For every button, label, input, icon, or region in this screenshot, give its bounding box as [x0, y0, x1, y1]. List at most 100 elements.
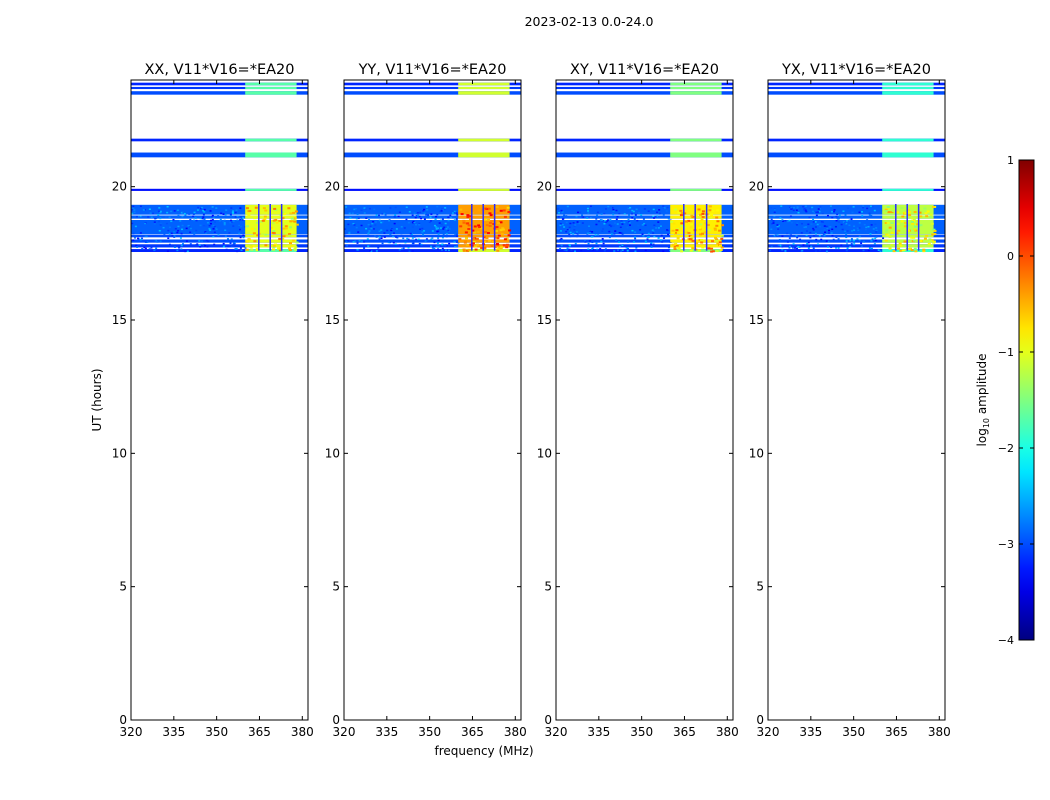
speckle — [653, 224, 656, 227]
speckle — [569, 222, 572, 225]
speckle — [439, 227, 442, 229]
bright-speckle — [715, 250, 719, 253]
bright-speckle — [460, 213, 464, 216]
data-row — [556, 244, 733, 248]
speckle — [211, 219, 214, 221]
speckle — [423, 218, 426, 221]
bright-speckle — [294, 210, 298, 213]
bright-speckle — [884, 208, 888, 211]
x-tick-label: 350 — [842, 725, 865, 739]
speckle — [819, 206, 822, 208]
speckle — [565, 228, 568, 230]
bright-speckle — [467, 227, 471, 230]
speckle — [574, 250, 577, 252]
bright-speckle — [272, 248, 276, 251]
bright-speckle — [490, 220, 494, 223]
speckle — [163, 234, 166, 236]
bright-speckle — [676, 237, 680, 240]
bright-speckle — [272, 232, 276, 235]
bright-speckle — [278, 237, 282, 240]
speckle — [382, 216, 385, 219]
speckle — [241, 219, 244, 221]
bright-speckle — [916, 239, 920, 242]
data-row — [768, 249, 945, 252]
speckle — [626, 247, 629, 250]
bright-speckle — [903, 225, 907, 228]
bright-speckle — [472, 240, 476, 243]
speckle — [856, 227, 859, 230]
speckle — [139, 205, 142, 208]
y-tick-label: 5 — [332, 580, 340, 594]
x-tick-label: 335 — [799, 725, 822, 739]
x-tick-label: 365 — [673, 725, 696, 739]
speckle — [867, 249, 870, 252]
speckle — [193, 211, 196, 214]
speckle — [233, 242, 236, 244]
speckle — [631, 229, 634, 232]
bright-speckle — [288, 233, 292, 236]
speckle — [440, 208, 443, 210]
bright-speckle — [919, 224, 923, 227]
speckle — [435, 226, 438, 228]
speckle — [181, 211, 184, 213]
bright-speckle — [929, 240, 933, 243]
speckle — [663, 236, 666, 238]
bright-speckle — [496, 248, 500, 251]
speckle — [402, 247, 405, 250]
speckle — [858, 239, 861, 242]
speckle — [865, 226, 868, 229]
speckle — [402, 237, 405, 240]
speckle — [222, 213, 225, 215]
speckle — [132, 207, 135, 209]
speckle — [438, 222, 441, 224]
speckle — [200, 207, 203, 210]
bright-speckle — [499, 209, 503, 212]
speckle — [587, 248, 590, 250]
panel-heatmap — [768, 82, 945, 253]
speckle — [662, 205, 665, 207]
speckle — [644, 240, 647, 242]
bright-speckle — [467, 234, 471, 237]
speckle — [800, 232, 803, 234]
speckle — [849, 245, 852, 248]
bright-speckle — [892, 250, 896, 253]
speckle — [230, 238, 233, 240]
speckle — [813, 212, 816, 214]
speckle — [615, 209, 618, 212]
bright-speckle — [282, 227, 286, 230]
bright-speckle — [495, 229, 499, 232]
bright-speckle — [488, 239, 492, 242]
speckle — [378, 238, 381, 240]
speckle — [155, 247, 158, 250]
speckle — [569, 231, 572, 234]
speckle — [192, 213, 195, 216]
speckle — [417, 213, 420, 215]
speckle — [214, 227, 217, 229]
bright-speckle — [698, 226, 702, 229]
speckle — [576, 221, 579, 223]
speckle — [809, 245, 812, 247]
speckle — [662, 207, 665, 209]
bright-speckle — [922, 248, 926, 251]
bright-speckle — [496, 222, 500, 225]
speckle — [356, 213, 359, 216]
speckle — [356, 224, 359, 226]
data-row — [131, 188, 308, 191]
speckle — [581, 222, 584, 224]
speckle — [559, 224, 562, 227]
speckle — [657, 237, 660, 239]
speckle — [242, 234, 245, 236]
speckle — [225, 248, 228, 251]
speckle — [607, 219, 610, 221]
speckle — [559, 247, 562, 250]
speckle — [435, 215, 438, 218]
speckle — [154, 239, 157, 242]
data-row — [768, 234, 945, 238]
speckle — [772, 222, 775, 224]
speckle — [844, 230, 847, 233]
bright-speckle — [680, 250, 684, 253]
bright-speckle — [506, 206, 510, 209]
bright-speckle — [922, 250, 926, 253]
speckle — [634, 237, 637, 240]
x-tick-label: 320 — [333, 725, 356, 739]
